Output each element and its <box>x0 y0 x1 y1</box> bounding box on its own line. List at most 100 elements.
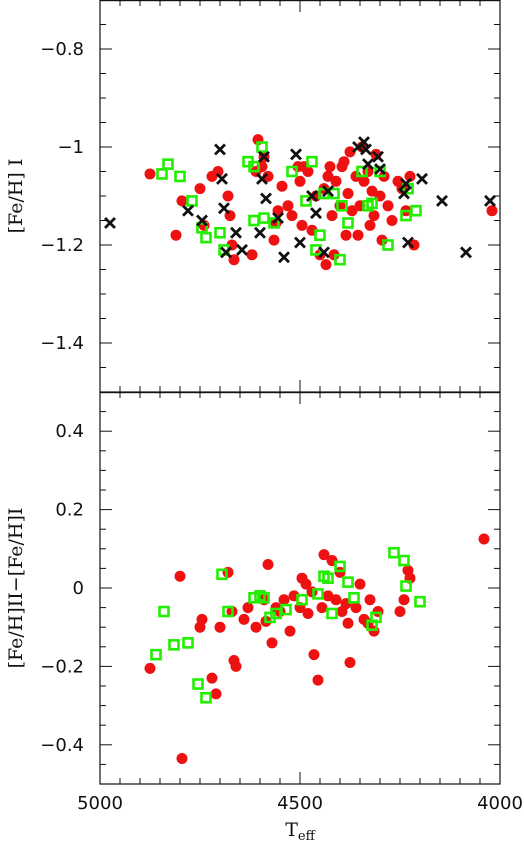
data-point-circle <box>282 200 294 212</box>
data-point-cross <box>484 194 496 207</box>
data-point-circle <box>342 617 354 629</box>
data-point-circle <box>174 570 186 582</box>
y-tick-label: −0.2 <box>40 656 84 677</box>
x-tick-label: 5000 <box>77 793 123 814</box>
data-point-circle <box>364 594 376 606</box>
data-point-circle <box>368 210 380 222</box>
data-point-square <box>414 595 426 608</box>
data-point-circle <box>394 606 406 618</box>
x-tick-label: 4500 <box>277 793 323 814</box>
data-point-cross <box>104 216 116 229</box>
data-point-cross <box>258 150 270 163</box>
data-point-circle <box>302 607 314 619</box>
data-point-circle <box>322 170 334 182</box>
data-point-square <box>312 588 324 600</box>
data-point-cross <box>322 185 334 198</box>
data-point-circle <box>382 200 394 212</box>
y-tick-label: −0.8 <box>40 39 84 60</box>
data-point-circle <box>262 558 274 570</box>
data-point-circle <box>144 662 156 674</box>
data-point-circle <box>334 566 346 578</box>
data-point-circle <box>194 183 206 195</box>
data-point-square <box>216 568 228 581</box>
data-point-circle <box>342 188 354 200</box>
data-point-circle <box>206 672 218 684</box>
data-point-square <box>248 160 260 173</box>
data-point-circle <box>268 234 280 246</box>
data-point-cross <box>256 172 268 185</box>
data-point-circle <box>318 549 330 561</box>
data-point-circle <box>284 625 296 637</box>
data-point-square <box>306 155 318 168</box>
data-point-square <box>168 639 180 651</box>
data-point-cross <box>182 204 194 217</box>
data-point-circle <box>170 229 182 241</box>
data-point-circle <box>386 215 398 226</box>
data-point-square <box>348 591 360 604</box>
data-point-circle <box>238 613 250 625</box>
data-point-cross <box>272 212 284 225</box>
data-point-circle <box>210 688 222 700</box>
data-point-circle <box>300 578 312 590</box>
data-point-circle <box>330 594 342 606</box>
data-point-circle <box>196 613 208 625</box>
data-point-cross <box>254 226 266 239</box>
y-tick-label: 0.4 <box>55 421 84 442</box>
data-point-circle <box>250 621 262 633</box>
data-point-circle <box>176 753 188 765</box>
data-point-square <box>258 212 270 224</box>
data-point-circle <box>340 229 352 241</box>
y-axis-label-bottom: [Fe/H]II−[Fe/H]I <box>5 508 27 669</box>
plot-frame <box>99 392 501 785</box>
y-tick-label: −1 <box>57 137 84 158</box>
plot-frame <box>99 0 501 393</box>
data-point-circle <box>222 190 234 202</box>
data-point-square <box>150 648 162 661</box>
data-point-square <box>366 197 378 210</box>
data-point-square <box>156 168 168 180</box>
x-axis-label-subscript: eff <box>298 829 317 844</box>
data-point-cross <box>290 148 302 161</box>
data-point-square <box>248 214 260 227</box>
y-tick-label: −1.4 <box>40 333 84 354</box>
data-point-square <box>186 195 198 207</box>
data-point-circle <box>364 219 376 231</box>
data-point-square <box>280 603 292 616</box>
data-point-circle <box>242 602 254 614</box>
data-point-circle <box>246 249 258 261</box>
data-point-circle <box>372 606 384 618</box>
data-point-circle <box>358 175 370 187</box>
data-point-square <box>322 572 334 585</box>
data-point-cross <box>436 194 448 207</box>
data-point-circle <box>286 210 298 222</box>
data-point-cross <box>402 236 414 249</box>
data-point-circle <box>344 146 356 158</box>
data-point-square <box>398 554 410 567</box>
data-point-circle <box>176 195 188 207</box>
data-point-square <box>336 200 348 212</box>
data-point-circle <box>404 170 416 182</box>
data-point-circle <box>344 656 356 668</box>
data-point-circle <box>212 166 224 177</box>
data-point-circle <box>330 175 342 187</box>
data-point-square <box>296 593 308 606</box>
data-point-square <box>200 691 212 704</box>
data-point-circle <box>486 205 498 217</box>
data-point-cross <box>218 202 230 215</box>
data-point-circle <box>306 586 318 598</box>
x-tick-label: 4000 <box>477 793 523 814</box>
data-point-circle <box>366 185 378 197</box>
data-point-circle <box>214 621 226 633</box>
data-point-square <box>182 637 194 649</box>
data-point-square <box>382 239 394 251</box>
data-point-circle <box>266 637 278 649</box>
data-point-circle <box>346 205 358 217</box>
data-point-square <box>300 195 312 207</box>
data-point-cross <box>360 143 372 156</box>
data-point-square <box>326 607 338 620</box>
data-point-cross <box>460 246 472 259</box>
data-point-circle <box>326 210 338 222</box>
x-axis-label: Teff <box>285 819 316 844</box>
y-tick-label: −1.2 <box>40 235 84 256</box>
data-point-cross <box>416 172 428 185</box>
